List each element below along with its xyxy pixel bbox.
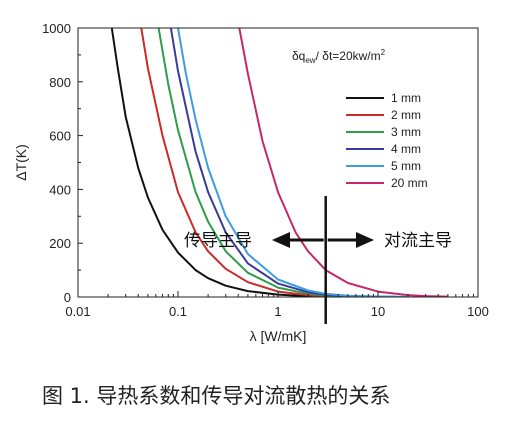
y-tick-label: 600 [49, 129, 71, 144]
region-label-conduction: 传导主导 [184, 231, 252, 251]
legend-entry: 2 mm [391, 108, 421, 122]
series-line-4 [169, 28, 396, 297]
x-tick-label: 10 [371, 304, 385, 319]
formula-subscript: ew [305, 56, 315, 65]
axes: 0 200 400 600 800 1000 0.01 0.1 1 10 100 [42, 21, 489, 319]
plot-area [110, 28, 448, 297]
legend-entry: 5 mm [391, 159, 421, 173]
region-label-convection: 对流主导 [384, 231, 452, 251]
formula-rest: / δt=20kw/m [316, 49, 381, 63]
y-tick-label: 200 [49, 236, 71, 251]
x-tick-label: 0.01 [65, 304, 90, 319]
y-tick-label: 400 [49, 182, 71, 197]
formula-main: δq [292, 49, 305, 63]
series-line-5 [177, 28, 409, 297]
left-arrow-head [272, 232, 290, 248]
series-line-6 [238, 28, 448, 297]
right-arrow-head [356, 232, 374, 248]
series-line-3 [157, 28, 396, 297]
formula-annotation: δqew/ δt=20kw/m2 [292, 48, 386, 65]
divider-arrows [272, 196, 374, 324]
y-tick-label: 1000 [42, 21, 71, 36]
x-tick-label: 100 [467, 304, 489, 319]
y-tick-label: 0 [64, 290, 71, 305]
legend-entry: 3 mm [391, 125, 421, 139]
x-tick-label: 1 [274, 304, 281, 319]
legend-entry: 1 mm [391, 91, 421, 105]
legend: 1 mm 2 mm 3 mm 4 mm 5 mm 20 mm [346, 91, 428, 190]
y-tick-label: 800 [49, 75, 71, 90]
x-axis-label: λ [W/mK] [250, 328, 307, 344]
legend-entry: 4 mm [391, 142, 421, 156]
formula-superscript: 2 [381, 48, 386, 57]
x-tick-label: 0.1 [169, 304, 187, 319]
legend-entry: 20 mm [391, 176, 428, 190]
figure-caption: 图 1. 导热系数和传导对流散热的关系 [42, 384, 391, 408]
y-axis-label: ΔT(K) [13, 144, 29, 181]
series-line-1 [110, 28, 348, 297]
